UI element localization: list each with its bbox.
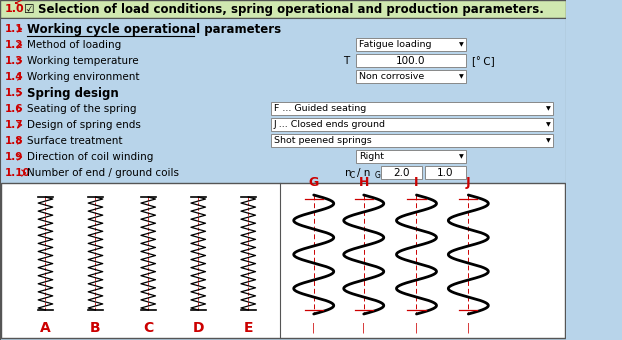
Bar — [1, 183, 565, 338]
Text: 1.5: 1.5 — [4, 88, 23, 98]
Text: 1.7: 1.7 — [4, 120, 23, 130]
Text: C]: C] — [480, 56, 495, 66]
Bar — [271, 134, 553, 147]
Text: |: | — [415, 323, 418, 333]
Text: Number of end / ground coils: Number of end / ground coils — [27, 168, 179, 178]
Text: 1.4: 1.4 — [4, 72, 23, 82]
Text: J: J — [466, 176, 471, 189]
Text: Working environment: Working environment — [27, 72, 140, 82]
Text: ▼: ▼ — [458, 154, 463, 159]
Text: 1.8: 1.8 — [4, 136, 23, 146]
Text: I: I — [414, 176, 419, 189]
Text: ▼: ▼ — [458, 74, 463, 79]
Bar — [356, 150, 466, 163]
Text: ▼: ▼ — [546, 138, 550, 143]
Text: Non corrosive: Non corrosive — [359, 72, 424, 81]
Text: 1.3: 1.3 — [4, 56, 23, 66]
Text: Right: Right — [359, 152, 384, 161]
Text: °: ° — [476, 56, 480, 66]
Text: D: D — [192, 321, 204, 335]
Text: 1.6: 1.6 — [4, 104, 23, 114]
Text: Seating of the spring: Seating of the spring — [27, 104, 137, 114]
Bar — [425, 166, 466, 179]
Text: 1.9: 1.9 — [4, 152, 23, 162]
Text: C: C — [350, 170, 355, 180]
Text: |: | — [312, 323, 315, 333]
Bar — [381, 166, 422, 179]
Text: E: E — [243, 321, 253, 335]
Text: A: A — [40, 321, 51, 335]
Text: T: T — [343, 56, 349, 66]
Text: 1.1: 1.1 — [4, 24, 23, 34]
Text: 1.10: 1.10 — [4, 168, 30, 178]
Text: Direction of coil winding: Direction of coil winding — [27, 152, 154, 162]
Bar — [356, 54, 466, 67]
Bar — [356, 70, 466, 83]
Text: Spring design: Spring design — [27, 86, 119, 100]
Bar — [271, 102, 553, 115]
Text: |: | — [466, 323, 470, 333]
Text: G: G — [309, 176, 319, 189]
Text: 1.0: 1.0 — [4, 4, 24, 14]
Text: ▼: ▼ — [546, 122, 550, 127]
Text: B: B — [90, 321, 101, 335]
Bar — [0, 0, 565, 18]
Bar — [356, 38, 466, 51]
Text: n: n — [345, 168, 352, 178]
Text: H: H — [358, 176, 369, 189]
Bar — [271, 118, 553, 131]
Text: C: C — [143, 321, 154, 335]
Text: J ... Closed ends ground: J ... Closed ends ground — [274, 120, 386, 129]
Text: Design of spring ends: Design of spring ends — [27, 120, 141, 130]
Text: Selection of load conditions, spring operational and production parameters.: Selection of load conditions, spring ope… — [38, 2, 544, 16]
Text: F ... Guided seating: F ... Guided seating — [274, 104, 366, 113]
Text: ☑: ☑ — [24, 2, 34, 16]
Text: Fatigue loading: Fatigue loading — [359, 40, 432, 49]
Text: |: | — [362, 323, 365, 333]
Text: / n: / n — [358, 168, 371, 178]
Text: [: [ — [471, 56, 475, 66]
Text: ▼: ▼ — [458, 42, 463, 47]
Text: 1.2: 1.2 — [4, 40, 23, 50]
Text: Method of loading: Method of loading — [27, 40, 121, 50]
Text: Working temperature: Working temperature — [27, 56, 139, 66]
Text: ▼: ▼ — [546, 106, 550, 111]
Text: 1.0: 1.0 — [437, 168, 453, 177]
Text: Shot peened springs: Shot peened springs — [274, 136, 371, 145]
Text: 2.0: 2.0 — [393, 168, 410, 177]
Text: Surface treatment: Surface treatment — [27, 136, 123, 146]
Text: G: G — [374, 170, 381, 180]
Text: Working cycle operational parameters: Working cycle operational parameters — [27, 22, 281, 35]
Text: 100.0: 100.0 — [396, 55, 426, 66]
